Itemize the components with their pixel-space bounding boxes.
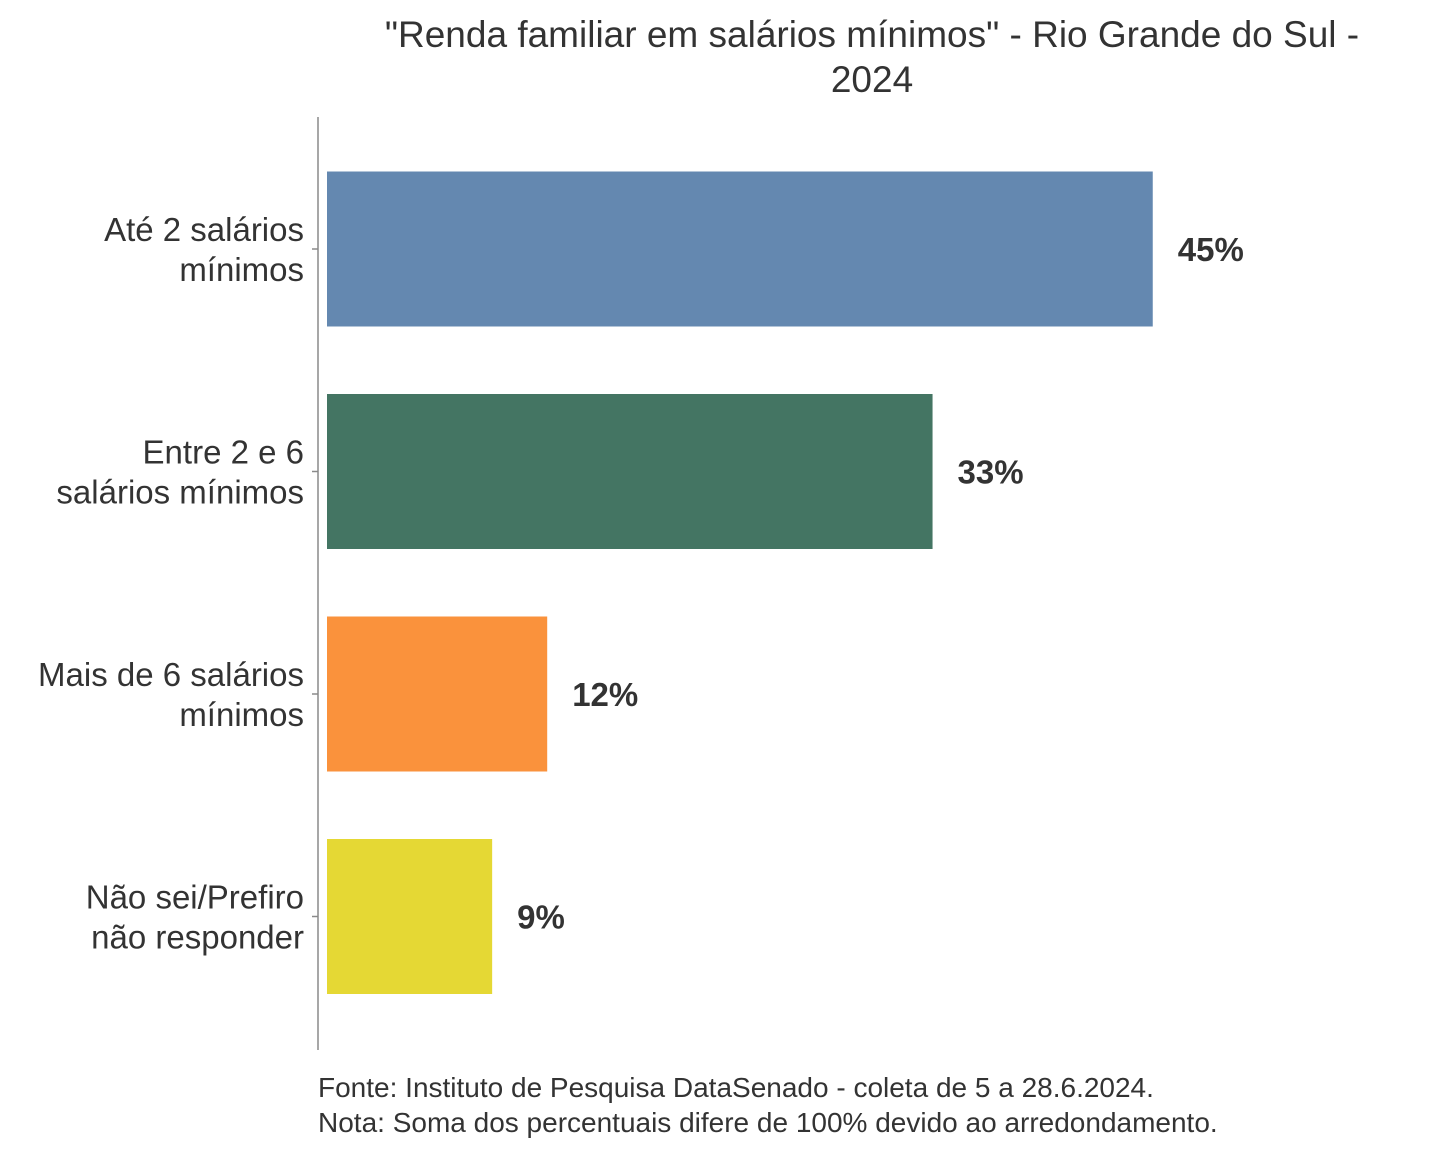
category-label-1-line-1: Até 2 salários <box>104 211 304 248</box>
category-label-3-line-1: Mais de 6 salários <box>38 656 304 693</box>
chart-title-line-2: 2024 <box>831 59 913 100</box>
category-label-4-line-1: Não sei/Prefiro <box>86 879 304 916</box>
category-label-3-line-2: mínimos <box>179 696 304 733</box>
source-note: Fonte: Instituto de Pesquisa DataSenado … <box>318 1072 1154 1103</box>
value-label-2: 33% <box>958 454 1024 491</box>
chart-title-line-1: "Renda familiar em salários mínimos" - R… <box>385 14 1359 55</box>
category-label-4-line-2: não responder <box>91 919 304 956</box>
value-label-4: 9% <box>517 899 565 936</box>
bar-2 <box>327 394 933 549</box>
bar-3 <box>327 616 548 772</box>
category-label-2-line-1: Entre 2 e 6 <box>143 434 304 471</box>
value-label-1: 45% <box>1178 231 1244 268</box>
category-label-2-line-2: salários mínimos <box>56 474 304 511</box>
bar-1 <box>327 171 1153 327</box>
bar-4 <box>327 839 493 994</box>
category-label-1-line-2: mínimos <box>179 251 304 288</box>
rounding-note: Nota: Soma dos percentuais difere de 100… <box>318 1107 1218 1138</box>
value-label-3: 12% <box>572 676 638 713</box>
